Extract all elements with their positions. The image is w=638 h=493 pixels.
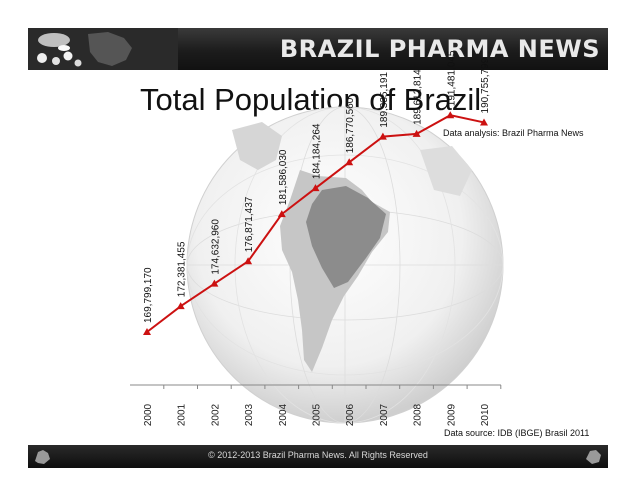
data-label-2000: 169,799,170 (143, 267, 154, 323)
data-label-2008: 189,612,814 (413, 69, 424, 125)
data-label-2002: 174,632,960 (210, 219, 221, 275)
x-tick-label-2006: 2006 (345, 403, 356, 426)
data-point-2009 (446, 111, 455, 119)
data-point-2007 (378, 132, 387, 140)
data-point-2002 (210, 279, 219, 287)
footer-bar: © 2012-2013 Brazil Pharma News. All Righ… (28, 445, 608, 468)
analysis-note: Data analysis: Brazil Pharma News (443, 128, 584, 138)
data-point-2004 (277, 210, 286, 218)
x-tick-label-2001: 2001 (177, 403, 188, 426)
data-point-2010 (480, 118, 488, 126)
data-point-2000 (143, 328, 151, 336)
data-point-2005 (311, 184, 320, 192)
pills-map-icon (28, 28, 178, 70)
x-tick-label-2002: 2002 (210, 403, 221, 426)
data-label-2001: 172,381,455 (177, 241, 188, 297)
data-label-2009: 191,481,045 (446, 50, 457, 106)
globe-background (186, 106, 504, 424)
data-label-2005: 184,184,264 (312, 123, 323, 179)
source-note: Data source: IDB (IBGE) Brasil 2011 (444, 428, 590, 438)
x-tick-label-2010: 2010 (480, 403, 491, 426)
data-point-2008 (412, 129, 421, 137)
data-point-2001 (176, 302, 185, 310)
data-label-2006: 186,770,560 (345, 97, 356, 153)
x-tick-label-2000: 2000 (143, 403, 154, 426)
copyright-text: © 2012-2013 Brazil Pharma News. All Righ… (208, 450, 428, 460)
x-axis: 2000 2001 2002 2003 2004 2005 2006 2007 2008 2009… (130, 384, 502, 426)
data-labels: 169,799,170 172,381,455 174,632,960 176,871… (143, 50, 491, 323)
data-label-2004: 181,586,030 (278, 149, 289, 205)
right-footer-icon (586, 450, 601, 464)
x-tick-label-2008: 2008 (413, 403, 424, 426)
brand-name: BRAZIL PHARMA NEWS (279, 35, 600, 63)
x-tick-label-2004: 2004 (278, 403, 289, 426)
data-label-2010: 190,755,799 (480, 57, 491, 113)
data-point-2003 (244, 257, 253, 265)
header-banner: BRAZIL PHARMA NEWS (28, 28, 608, 70)
left-footer-icon (35, 450, 50, 464)
x-tick-label-2005: 2005 (312, 403, 323, 426)
x-tick-label-2009: 2009 (446, 403, 457, 426)
data-label-2007: 189,335,191 (379, 72, 390, 128)
x-tick-label-2003: 2003 (244, 403, 255, 426)
x-tick-label-2007: 2007 (379, 403, 390, 426)
data-label-2003: 176,871,437 (244, 196, 255, 252)
series-population (143, 111, 488, 336)
data-point-2006 (345, 158, 354, 166)
